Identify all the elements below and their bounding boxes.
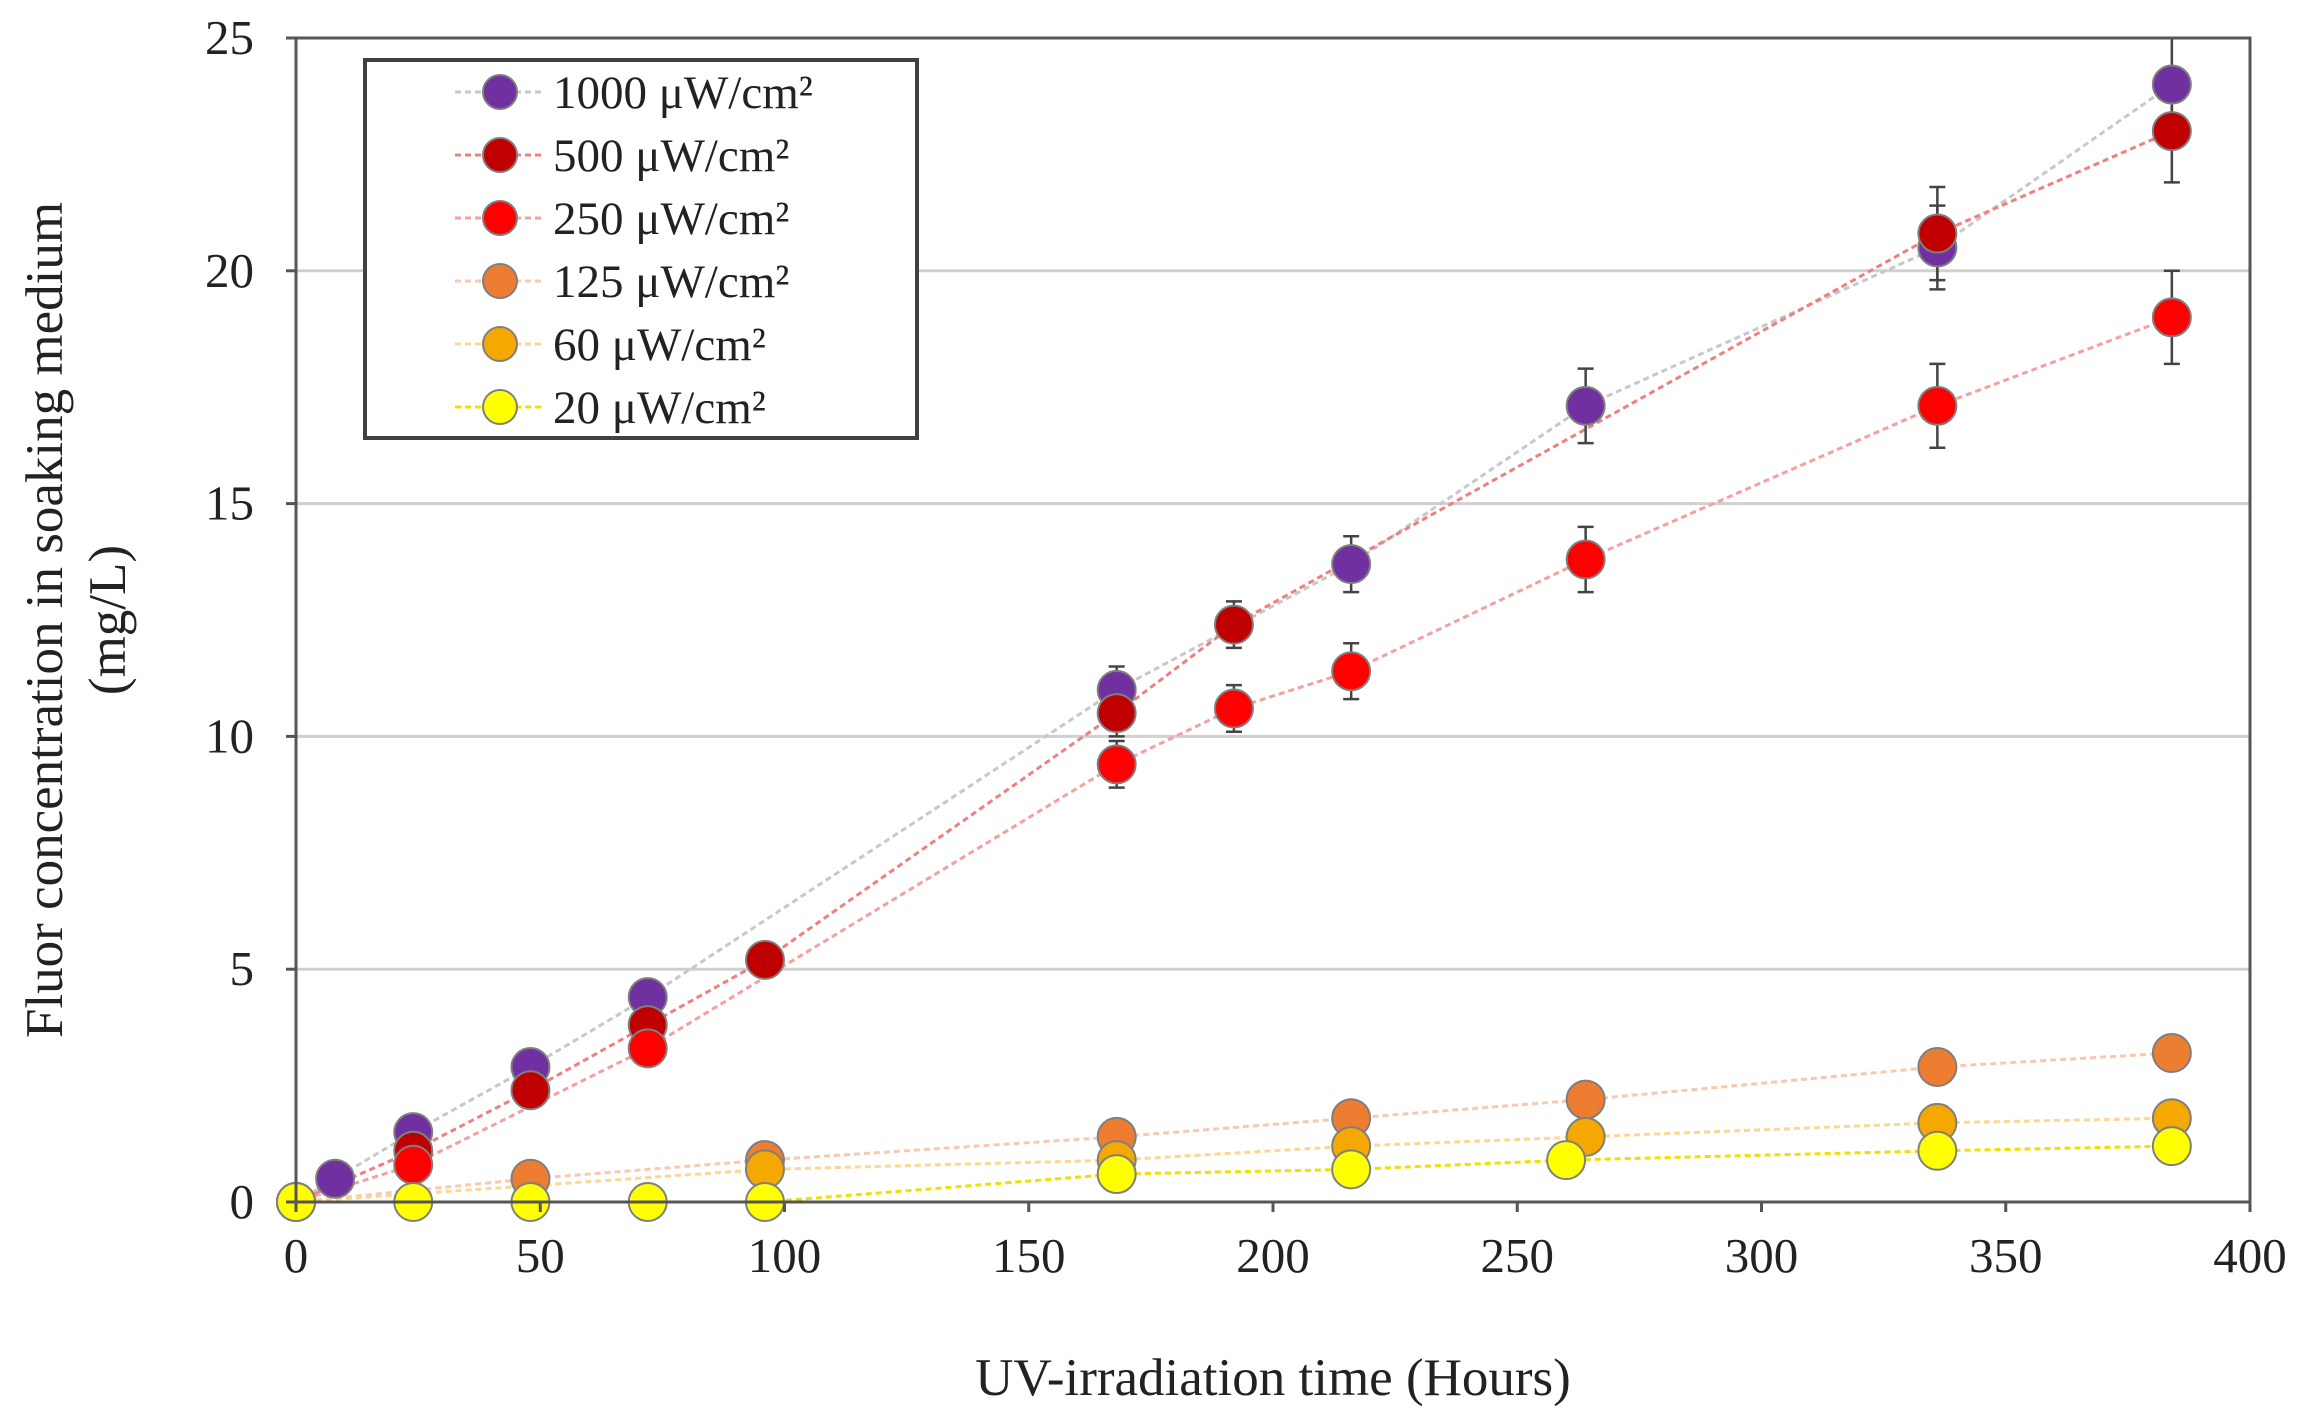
data-point-1-7 [1917,213,1958,254]
series-line-1 [295,129,2173,1204]
legend-marker-2 [482,200,518,236]
data-point-2-8 [2151,297,2192,338]
data-point-1-4 [744,939,785,980]
x-tick-label-300: 300 [1725,1228,1799,1283]
x-tick-label-100: 100 [748,1228,822,1283]
data-point-1-5 [1096,693,1137,734]
y-tick-label-5: 5 [230,941,255,996]
data-point-2-7 [1917,385,1958,426]
data-point-2-2 [627,1028,668,1069]
y-tick-label-20: 20 [205,243,254,298]
x-tick-label-50: 50 [516,1228,565,1283]
y-axis-unit: (mg/L) [79,545,137,695]
x-tick-label-200: 200 [1236,1228,1310,1283]
x-tick-label-0: 0 [284,1228,309,1283]
data-point-3-6 [1917,1046,1958,1087]
y-tick-label-25: 25 [205,10,254,65]
y-tick-label-15: 15 [205,476,254,531]
legend-label-4: 60 μW/cm² [553,319,766,371]
data-point-0-7 [1565,385,1606,426]
series-line-3 [295,1051,2172,1204]
data-point-0-1 [315,1158,356,1199]
legend-label-5: 20 μW/cm² [553,382,766,434]
data-point-0-9 [2151,64,2192,105]
legend-label-2: 250 μW/cm² [553,193,789,245]
data-point-1-8 [2151,111,2192,152]
data-point-2-6 [1565,539,1606,580]
y-tick-label-0: 0 [230,1174,255,1229]
legend-marker-3 [482,263,518,299]
series-line-0 [295,83,2173,1204]
legend-label-0: 1000 μW/cm² [553,67,813,119]
legend-marker-5 [482,389,518,425]
x-tick-label-350: 350 [1969,1228,2043,1283]
y-axis-title: Fluor concentration in soaking medium [16,202,74,1038]
legend: 1000 μW/cm² 500 μW/cm² 250 μW/cm² 125 μW/cm… [363,58,919,440]
data-point-5-7 [1546,1140,1587,1181]
axis-ticks: 0 50 100 150 200 250 300 350 400 0 5 10 15 20 25 [205,10,2287,1283]
data-point-3-7 [2151,1033,2192,1074]
data-point-1-6 [1213,604,1254,645]
data-point-5-5 [1096,1154,1137,1195]
y-tick-label-10: 10 [205,708,254,763]
legend-marker-1 [482,137,518,173]
data-point-2-5 [1331,651,1372,692]
data-point-5-8 [1917,1130,1958,1171]
data-point-1-2 [510,1070,551,1111]
data-point-3-5 [1565,1079,1606,1120]
legend-label-3: 125 μW/cm² [553,256,789,308]
x-tick-label-150: 150 [992,1228,1066,1283]
x-tick-label-250: 250 [1481,1228,1555,1283]
x-axis-title: UV-irradiation time (Hours) [975,1349,1571,1407]
legend-box [363,58,919,440]
x-tick-label-400: 400 [2213,1228,2287,1283]
legend-label-1: 500 μW/cm² [553,130,789,182]
legend-marker-0 [482,74,518,110]
data-point-2-4 [1213,688,1254,729]
data-point-5-9 [2151,1126,2192,1167]
legend-marker-4 [482,326,518,362]
data-point-0-6 [1331,544,1372,585]
data-point-2-3 [1096,744,1137,785]
data-point-2-1 [393,1144,434,1185]
data-points [276,64,2192,1222]
data-point-5-6 [1331,1149,1372,1190]
